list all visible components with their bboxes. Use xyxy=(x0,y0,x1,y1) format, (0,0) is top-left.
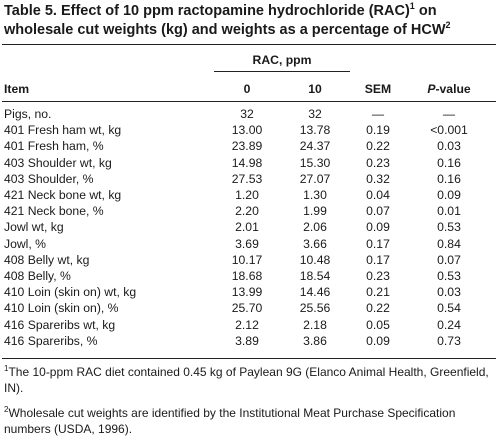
sem-value: 0.22 xyxy=(366,301,390,316)
pvalue-value: 0.07 xyxy=(437,252,461,267)
footnote-marker: 1 xyxy=(4,364,9,373)
sem-value: 0.23 xyxy=(366,155,390,170)
rac-10-value: 27.07 xyxy=(299,171,331,186)
rac-group-rule xyxy=(214,71,350,72)
rac-10-value: 3.86 xyxy=(303,333,327,348)
sem-value: — xyxy=(371,107,385,121)
pvalue-value: 0.09 xyxy=(437,188,461,202)
rac-0-value: 2.01 xyxy=(235,220,259,235)
rac-0-value: 14.98 xyxy=(231,155,263,170)
rac-10-value: 18.54 xyxy=(299,269,331,283)
rac-10-value: 1.30 xyxy=(303,188,327,202)
row-item: 408 Belly, % xyxy=(4,269,71,283)
rac-0-header: 0 xyxy=(243,82,251,96)
sem-value: 0.09 xyxy=(366,220,390,235)
rac-10-value: 3.66 xyxy=(303,236,327,251)
sem-value: 0.32 xyxy=(366,171,390,186)
title-text: Table 5. Effect of 10 ppm ractopamine hy… xyxy=(4,3,410,19)
item-header: Item xyxy=(4,82,30,96)
sem-value: 0.17 xyxy=(366,252,390,267)
header-rule xyxy=(2,101,496,102)
title-text: on xyxy=(414,3,437,19)
pvalue-value: 0.16 xyxy=(437,155,461,170)
row-item: 421 Neck bone wt, kg xyxy=(4,188,122,202)
pvalue-value: 0.84 xyxy=(437,236,461,251)
title-text: wholesale cut weights (kg) and weights a… xyxy=(4,22,446,38)
pvalue-value: <0.001 xyxy=(430,123,468,138)
row-item: Jowl, % xyxy=(4,236,46,251)
footnote-ref-2: 2 xyxy=(445,20,451,31)
sem-value: 0.09 xyxy=(366,333,390,348)
footnote-marker: 2 xyxy=(4,405,9,414)
table-title: Table 5. Effect of 10 ppm ractopamine hy… xyxy=(4,2,496,40)
sem-value: 0.04 xyxy=(366,188,390,202)
rac-0-value: 2.12 xyxy=(235,317,259,332)
sem-value: 0.07 xyxy=(366,204,390,219)
row-item: 410 Loin (skin on) wt, kg xyxy=(4,285,137,300)
rac-0-value: 10.17 xyxy=(231,252,263,267)
sem-value: 0.21 xyxy=(366,285,390,300)
rac-10-value: 14.46 xyxy=(299,285,331,300)
footnote-ref-1: 1 xyxy=(409,1,415,12)
pvalue-header-rest: -value xyxy=(435,82,471,96)
pvalue-value: 0.73 xyxy=(437,333,461,348)
rac-0-value: 32 xyxy=(240,107,254,121)
sem-value: 0.19 xyxy=(366,123,390,138)
row-item: 421 Neck bone, % xyxy=(4,204,104,219)
row-item: 410 Loin (skin on), % xyxy=(4,301,119,316)
rac-10-header: 10 xyxy=(308,82,322,96)
pvalue-value: 0.16 xyxy=(437,171,461,186)
sem-value: 0.05 xyxy=(366,317,390,332)
sem-value: 0.22 xyxy=(366,139,390,154)
rac-10-value: 13.78 xyxy=(299,123,331,138)
rac-10-value: 15.30 xyxy=(299,155,331,170)
pvalue-value: 0.54 xyxy=(437,301,461,316)
pvalue-value: 0.03 xyxy=(437,285,461,300)
row-item: Jowl wt, kg xyxy=(4,220,64,235)
rac-0-value: 25.70 xyxy=(231,301,263,316)
rac-10-value: 25.56 xyxy=(299,301,331,316)
row-item: 401 Fresh ham, % xyxy=(4,139,104,154)
rac-0-value: 2.20 xyxy=(235,204,259,219)
row-item: 408 Belly wt, kg xyxy=(4,252,90,267)
row-item: 401 Fresh ham wt, kg xyxy=(4,123,122,138)
rac-0-value: 18.68 xyxy=(231,269,263,283)
rac-0-value: 23.89 xyxy=(231,139,263,154)
rac-10-value: 1.99 xyxy=(303,204,327,219)
footnote-2: 2Wholesale cut weights are identified by… xyxy=(4,405,494,437)
pvalue-value: 0.53 xyxy=(437,220,461,235)
row-item: Pigs, no. xyxy=(4,107,52,121)
rac-10-value: 32 xyxy=(308,107,322,121)
rac-group-header: RAC, ppm xyxy=(252,53,312,67)
sem-header: SEM xyxy=(364,82,392,96)
rac-0-value: 3.69 xyxy=(235,236,259,251)
rac-0-value: 27.53 xyxy=(231,171,263,186)
footnote-1: 1The 10-ppm RAC diet contained 0.45 kg o… xyxy=(4,364,494,396)
footnote-text: Wholesale cut weights are identified by … xyxy=(4,406,456,436)
footnote-text: The 10-ppm RAC diet contained 0.45 kg of… xyxy=(4,365,489,395)
rac-0-value: 13.00 xyxy=(231,123,263,138)
row-item: 416 Spareribs wt, kg xyxy=(4,317,116,332)
bottom-rule xyxy=(2,358,496,359)
sem-value: 0.23 xyxy=(366,269,390,283)
pvalue-header-italic: P xyxy=(427,82,436,96)
row-item: 416 Spareribs, % xyxy=(4,333,98,348)
pvalue-value: 0.01 xyxy=(437,204,461,219)
rac-10-value: 10.48 xyxy=(299,252,331,267)
row-item: 403 Shoulder, % xyxy=(4,171,94,186)
pvalue-value: 0.53 xyxy=(437,269,461,283)
rac-0-value: 3.89 xyxy=(235,333,259,348)
pvalue-header: P-value xyxy=(408,81,490,97)
top-rule xyxy=(2,44,496,45)
row-item: 403 Shoulder wt, kg xyxy=(4,155,112,170)
rac-10-value: 2.06 xyxy=(303,220,327,235)
rac-0-value: 13.99 xyxy=(231,285,263,300)
pvalue-value: 0.03 xyxy=(437,139,461,154)
rac-10-value: 2.18 xyxy=(303,317,327,332)
sem-value: 0.17 xyxy=(366,236,390,251)
pvalue-value: — xyxy=(442,107,456,121)
pvalue-value: 0.24 xyxy=(437,317,461,332)
rac-0-value: 1.20 xyxy=(235,188,259,202)
rac-10-value: 24.37 xyxy=(299,139,331,154)
